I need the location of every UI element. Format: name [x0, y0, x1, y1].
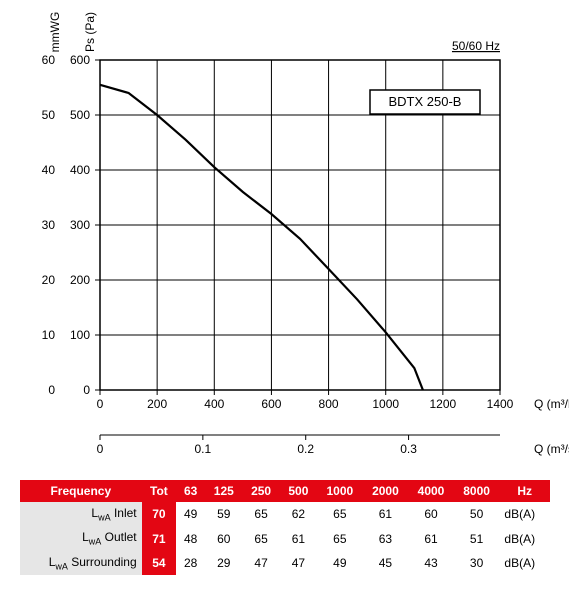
cell-500: 62 — [280, 502, 317, 526]
row-label: LwA Inlet — [20, 502, 142, 526]
xtick-s: 0.1 — [195, 442, 212, 456]
ytick-pa: 600 — [70, 53, 90, 67]
cell-63: 48 — [176, 526, 205, 550]
x-axis-s-title: Q (m³/s) — [534, 442, 569, 456]
model-label: BDTX 250-B — [389, 94, 462, 109]
row-tot: 71 — [142, 526, 176, 550]
chart-bg — [0, 0, 569, 480]
xtick-s: 0.2 — [297, 442, 314, 456]
xtick-h: 1400 — [487, 397, 514, 411]
xtick-h: 200 — [147, 397, 167, 411]
sound-table: FrequencyTot631252505001000200040008000H… — [20, 480, 550, 575]
cell-125: 60 — [205, 526, 242, 550]
cell-63: 49 — [176, 502, 205, 526]
col-hz: Hz — [499, 480, 550, 502]
col-63: 63 — [176, 480, 205, 502]
cell-4000: 60 — [408, 502, 454, 526]
cell-500: 61 — [280, 526, 317, 550]
row-unit: dB(A) — [499, 551, 550, 575]
cell-1000: 49 — [317, 551, 363, 575]
cell-8000: 50 — [454, 502, 500, 526]
xtick-h: 0 — [97, 397, 104, 411]
chart-svg: 0200400600800100012001400Q (m³/h)00.10.2… — [0, 0, 569, 480]
ytick-mmwg: 60 — [42, 53, 56, 67]
cell-500: 47 — [280, 551, 317, 575]
xtick-h: 1200 — [430, 397, 457, 411]
row-tot: 70 — [142, 502, 176, 526]
cell-250: 65 — [242, 502, 279, 526]
cell-2000: 61 — [363, 502, 409, 526]
xtick-h: 800 — [319, 397, 339, 411]
cell-1000: 65 — [317, 502, 363, 526]
cell-250: 47 — [242, 551, 279, 575]
cell-1000: 65 — [317, 526, 363, 550]
xtick-h: 600 — [261, 397, 281, 411]
ytick-pa: 400 — [70, 163, 90, 177]
ytick-pa: 300 — [70, 218, 90, 232]
col-125: 125 — [205, 480, 242, 502]
col-250: 250 — [242, 480, 279, 502]
y-axis-mmwg-title: mmWG — [48, 12, 62, 53]
xtick-s: 0.3 — [400, 442, 417, 456]
cell-2000: 63 — [363, 526, 409, 550]
ytick-mmwg: 10 — [42, 328, 56, 342]
y-axis-pa-title: Ps (Pa) — [83, 12, 97, 52]
ytick-pa: 200 — [70, 273, 90, 287]
cell-125: 29 — [205, 551, 242, 575]
ytick-mmwg: 50 — [42, 108, 56, 122]
col-500: 500 — [280, 480, 317, 502]
row-unit: dB(A) — [499, 526, 550, 550]
cell-125: 59 — [205, 502, 242, 526]
ytick-pa: 100 — [70, 328, 90, 342]
performance-chart: 0200400600800100012001400Q (m³/h)00.10.2… — [0, 0, 569, 480]
col-4000: 4000 — [408, 480, 454, 502]
ytick-mmwg: 40 — [42, 163, 56, 177]
xtick-h: 1000 — [372, 397, 399, 411]
xtick-s: 0 — [97, 442, 104, 456]
cell-250: 65 — [242, 526, 279, 550]
x-axis-h-title: Q (m³/h) — [534, 397, 569, 411]
col-tot: Tot — [142, 480, 176, 502]
cell-4000: 61 — [408, 526, 454, 550]
ytick-mmwg: 20 — [42, 273, 56, 287]
cell-8000: 30 — [454, 551, 500, 575]
row-unit: dB(A) — [499, 502, 550, 526]
row-label: LwA Surrounding — [20, 551, 142, 575]
freq-note: 50/60 Hz — [452, 39, 500, 53]
cell-8000: 51 — [454, 526, 500, 550]
row-tot: 54 — [142, 551, 176, 575]
ytick-mmwg: 30 — [42, 218, 56, 232]
cell-63: 28 — [176, 551, 205, 575]
cell-4000: 43 — [408, 551, 454, 575]
cell-2000: 45 — [363, 551, 409, 575]
ytick-mmwg: 0 — [48, 383, 55, 397]
xtick-h: 400 — [204, 397, 224, 411]
ytick-pa: 500 — [70, 108, 90, 122]
col-1000: 1000 — [317, 480, 363, 502]
col-2000: 2000 — [363, 480, 409, 502]
col-8000: 8000 — [454, 480, 500, 502]
ytick-pa: 0 — [83, 383, 90, 397]
col-frequency: Frequency — [20, 480, 142, 502]
row-label: LwA Outlet — [20, 526, 142, 550]
